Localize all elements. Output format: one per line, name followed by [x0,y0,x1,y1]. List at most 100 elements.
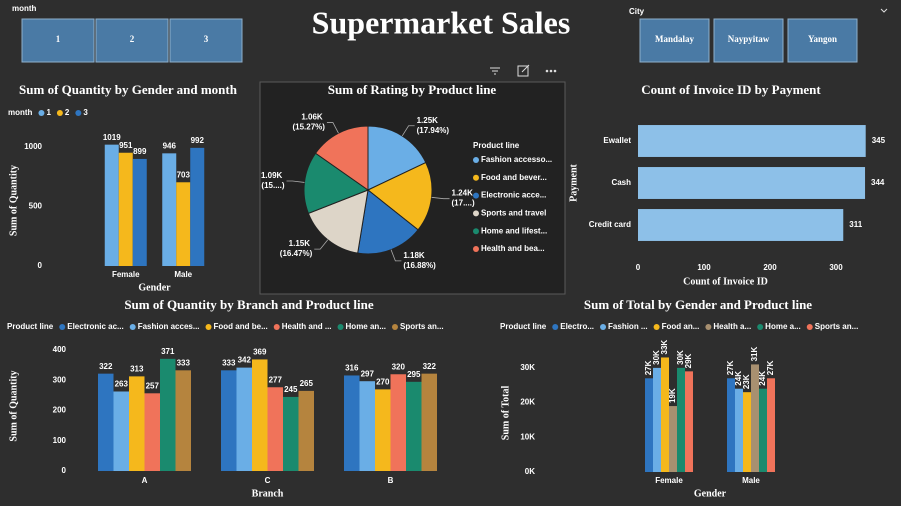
legend-swatch [552,324,559,330]
legend-label: 3 [83,108,88,117]
data-label: 297 [361,369,375,378]
pie-slice [357,189,419,255]
bar [129,376,145,471]
legend-label: 1 [46,108,51,117]
chart-title: Sum of Quantity by Gender and month [19,82,238,97]
bar [221,370,237,471]
legend-swatch [75,110,82,116]
legend-label: Electronic ac... [67,322,123,331]
data-label: 257 [146,381,160,390]
slicer-button[interactable] [95,18,169,63]
chart-title: Count of Invoice ID by Payment [641,82,821,97]
legend-swatch [473,246,479,252]
slicer-button[interactable] [169,18,243,63]
data-label: 311 [849,220,862,229]
legend-label: Home an... [346,322,386,331]
x-axis-label: Gender [694,488,727,499]
slicer-button[interactable] [639,18,710,63]
legend-swatch [129,324,136,330]
x-tick-label: Female [112,270,140,279]
data-label: 295 [407,370,421,379]
bar [751,364,759,472]
bar [113,391,129,471]
y-tick-label: 1000 [24,142,42,151]
slicer-item: Mandalay [655,34,695,44]
bar [653,367,661,472]
y-tick-label: Ewallet [603,136,631,145]
bar [390,374,406,471]
y-axis-label: Payment [568,163,579,201]
bar [645,378,653,472]
y-axis-label: Sum of Quantity [8,165,19,236]
bar [406,381,422,471]
legend-title: Product line [473,141,520,150]
data-label: 33K [660,340,669,355]
data-label: 31K [750,347,759,362]
y-tick-label: 10K [520,432,535,441]
pie-slice [307,189,369,254]
bar [160,358,176,471]
pie-slice [367,161,433,231]
legend-swatch [473,228,479,235]
x-tick-label: A [142,476,148,485]
slicer-button[interactable] [787,18,858,63]
x-tick-label: 200 [763,263,777,272]
legend-swatch [59,324,66,330]
data-label: 703 [177,170,191,179]
legend-swatch [473,210,479,217]
slicer-button[interactable] [21,18,95,63]
data-label: 951 [119,141,133,150]
bar [638,125,866,157]
legend-label: Home a... [765,322,801,331]
x-tick-label: Male [174,270,192,279]
bar [176,182,191,266]
data-label: 333 [177,358,191,367]
legend-label: 2 [65,108,70,117]
data-label: 1019 [103,133,121,142]
x-axis-label: Count of Invoice ID [683,276,768,287]
x-tick-label: Female [655,476,683,485]
legend-label: Food and bever... [481,173,547,182]
data-label: 992 [191,136,205,145]
data-label: 899 [133,147,147,156]
data-label: 1.09K (15....) [261,171,285,190]
bar [175,370,191,471]
legend-title: month [8,108,33,117]
leader-line [390,249,402,262]
dropdown-chevron[interactable] [880,8,888,13]
slicer-item: Naypyitaw [728,34,770,44]
legend-title: Product line [500,322,547,331]
legend-label: Sports an... [400,322,444,331]
legend-swatch [473,192,479,199]
slicer-label: City [629,7,645,16]
slicer-button[interactable] [713,18,784,63]
bar [638,209,844,241]
data-label: 24K [758,371,767,386]
more-icon[interactable] [545,69,557,73]
y-tick-label: 0 [62,466,67,475]
bar [759,388,767,472]
legend-label: Health and ... [282,322,332,331]
bar [421,373,437,471]
legend-label: Health and bea... [481,244,545,253]
legend-swatch [205,324,212,330]
legend-label: Electronic acce... [481,191,546,200]
slicer-item: 2 [130,34,135,44]
bar [104,144,119,266]
data-label: 333 [222,358,236,367]
legend-label: Home and lifest... [481,226,547,235]
slicer-item: 1 [56,34,61,44]
y-tick-label: Credit card [589,220,631,229]
y-tick-label: 100 [53,436,67,445]
filter-icon[interactable] [490,67,500,75]
legend-label: Health a... [713,322,751,331]
focus-icon[interactable] [517,64,530,77]
legend-swatch [56,110,63,116]
bar [236,367,252,471]
data-label: 322 [99,362,113,371]
pie-slice [314,125,369,191]
legend-swatch [757,324,764,330]
data-label: 277 [269,375,283,384]
bar [144,393,160,471]
